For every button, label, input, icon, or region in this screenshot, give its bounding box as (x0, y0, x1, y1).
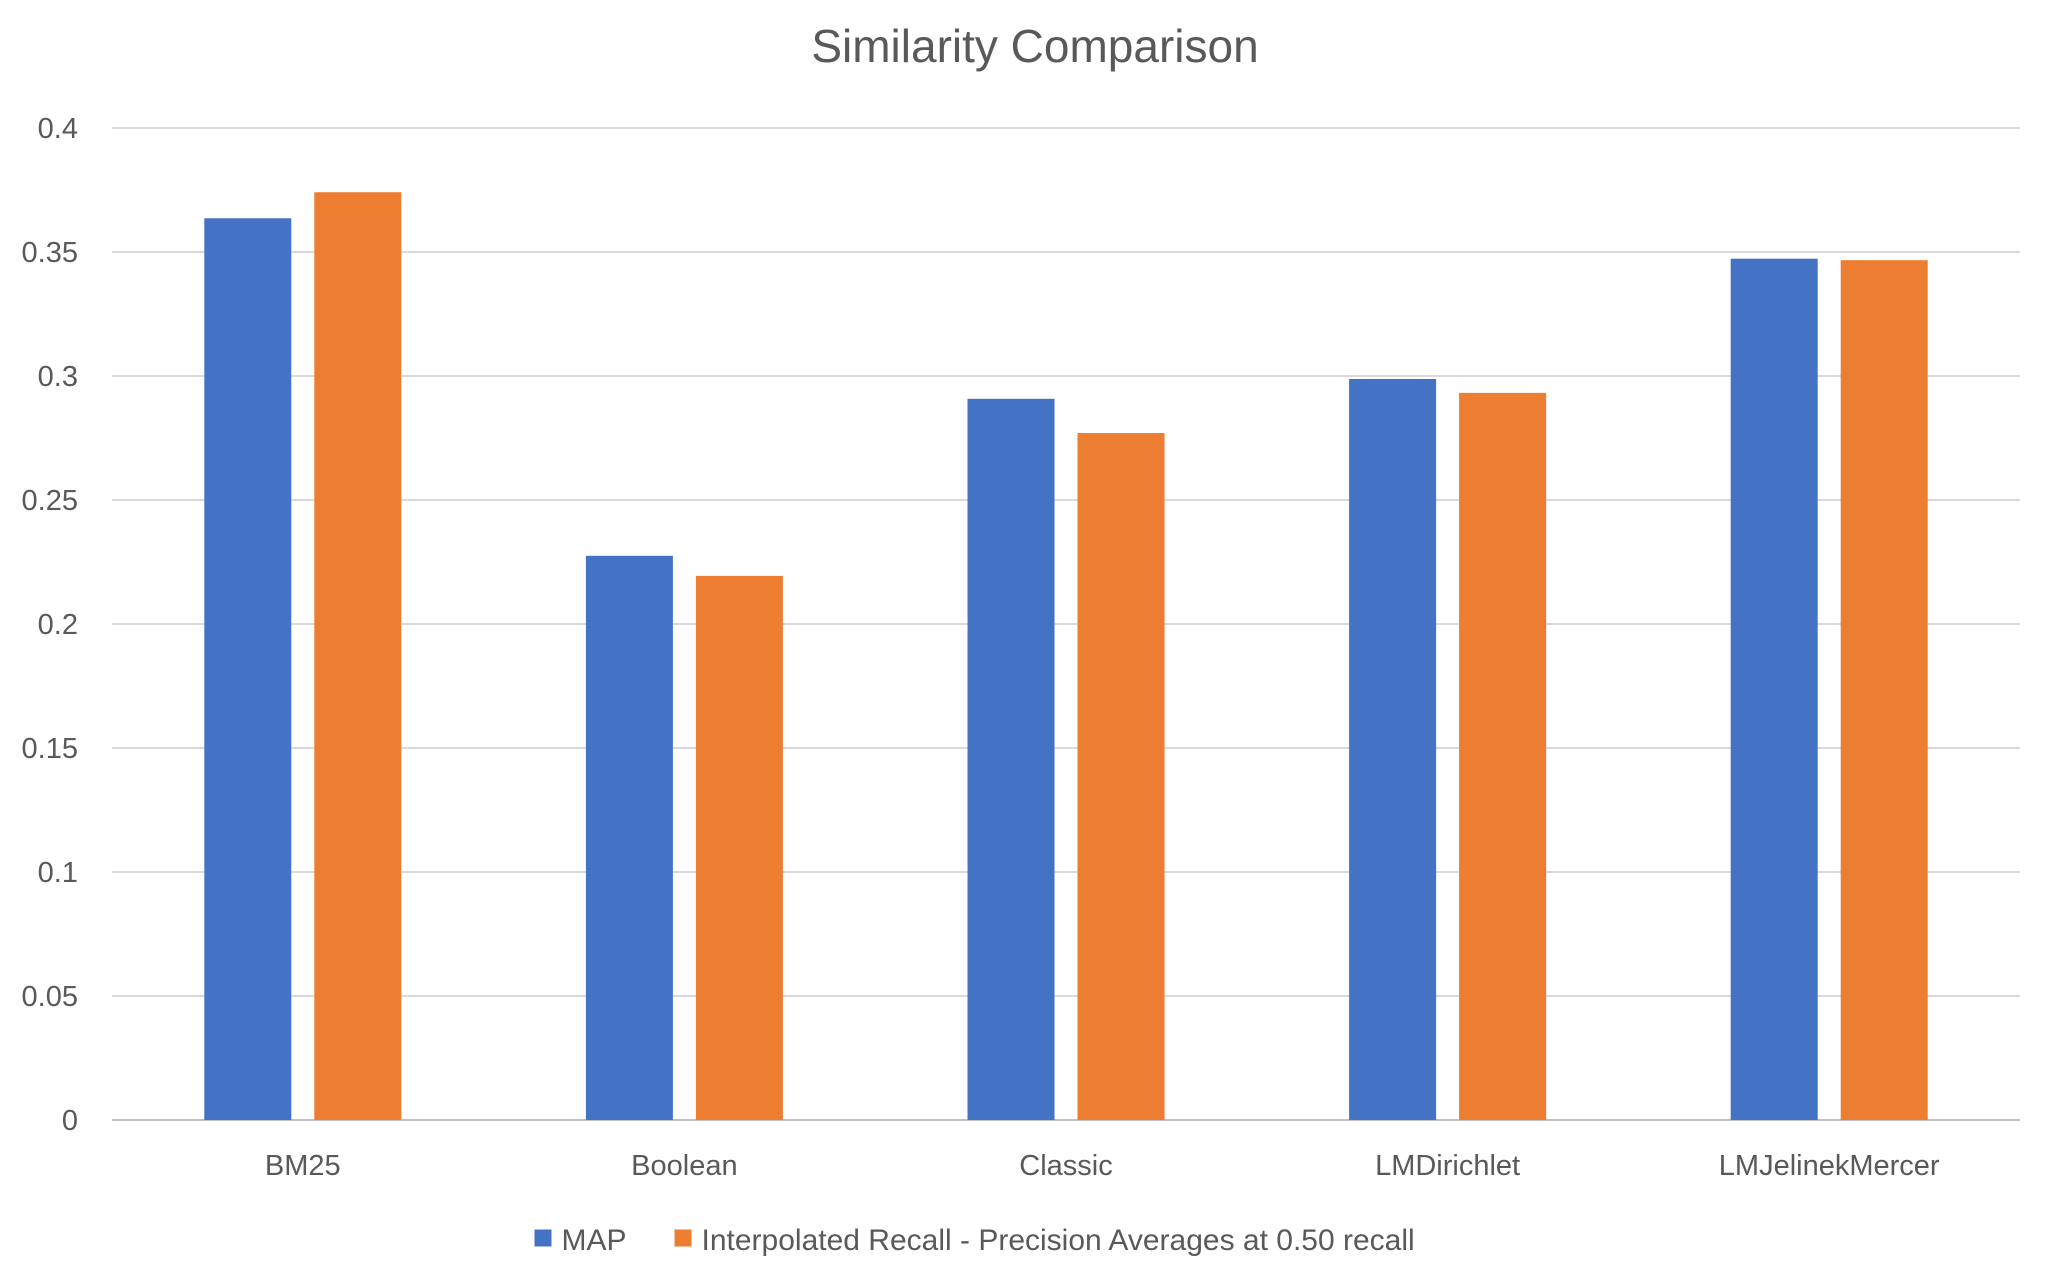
bar-interpolated-recall-prec-boolean (695, 575, 783, 1120)
bar-interpolated-recall-prec-lmdirichlet (1459, 392, 1547, 1120)
y-tick-label: 0.1 (38, 857, 78, 889)
x-tick-label-boolean: Boolean (631, 1150, 737, 1182)
bar-map-boolean (585, 555, 673, 1120)
x-axis-tick-labels: BM25 Boolean Classic LMDirichlet LMJelinekMe… (265, 1150, 1940, 1182)
bar-interpolated-recall-prec-classic (1077, 433, 1165, 1120)
y-tick-label: 0.35 (22, 237, 78, 269)
y-tick-label: 0.3 (38, 361, 78, 393)
legend: MAP Interpolated Recall - Precision Avera… (534, 1224, 1415, 1257)
gridlines (112, 127, 2020, 1121)
legend-label-interpolated-recall-prec: Interpolated Recall - Precision Averages… (702, 1224, 1415, 1257)
y-tick-label: 0.4 (38, 113, 78, 145)
y-tick-label: 0.15 (22, 733, 78, 765)
bar-interpolated-recall-prec-lmjelinekmercer (1840, 260, 1928, 1121)
x-tick-label-lmjelinekmercer: LMJelinekMercer (1719, 1150, 1940, 1182)
legend-swatch-interpolated-recall-prec (674, 1229, 692, 1247)
bar-map-bm25 (204, 218, 292, 1121)
x-tick-label-classic: Classic (1019, 1150, 1112, 1182)
bar-map-lmdirichlet (1349, 378, 1437, 1120)
y-tick-label: 0.2 (38, 609, 78, 641)
bar-map-lmjelinekmercer (1730, 258, 1818, 1120)
bars (204, 192, 1928, 1121)
bar-interpolated-recall-prec-bm25 (314, 192, 402, 1120)
y-tick-label: 0.05 (22, 981, 78, 1013)
x-tick-label-bm25: BM25 (265, 1150, 341, 1182)
x-tick-label-lmdirichlet: LMDirichlet (1375, 1150, 1520, 1182)
bar-map-classic (967, 398, 1055, 1120)
y-tick-label: 0 (62, 1105, 78, 1137)
y-axis-tick-labels: 0 0.05 0.1 0.15 0.2 0.25 0.3 0.35 0.4 (22, 113, 78, 1137)
y-tick-label: 0.25 (22, 485, 78, 517)
legend-label-map: MAP (562, 1224, 627, 1257)
chart-title: Similarity Comparison (811, 20, 1258, 72)
legend-swatch-map (534, 1229, 552, 1247)
